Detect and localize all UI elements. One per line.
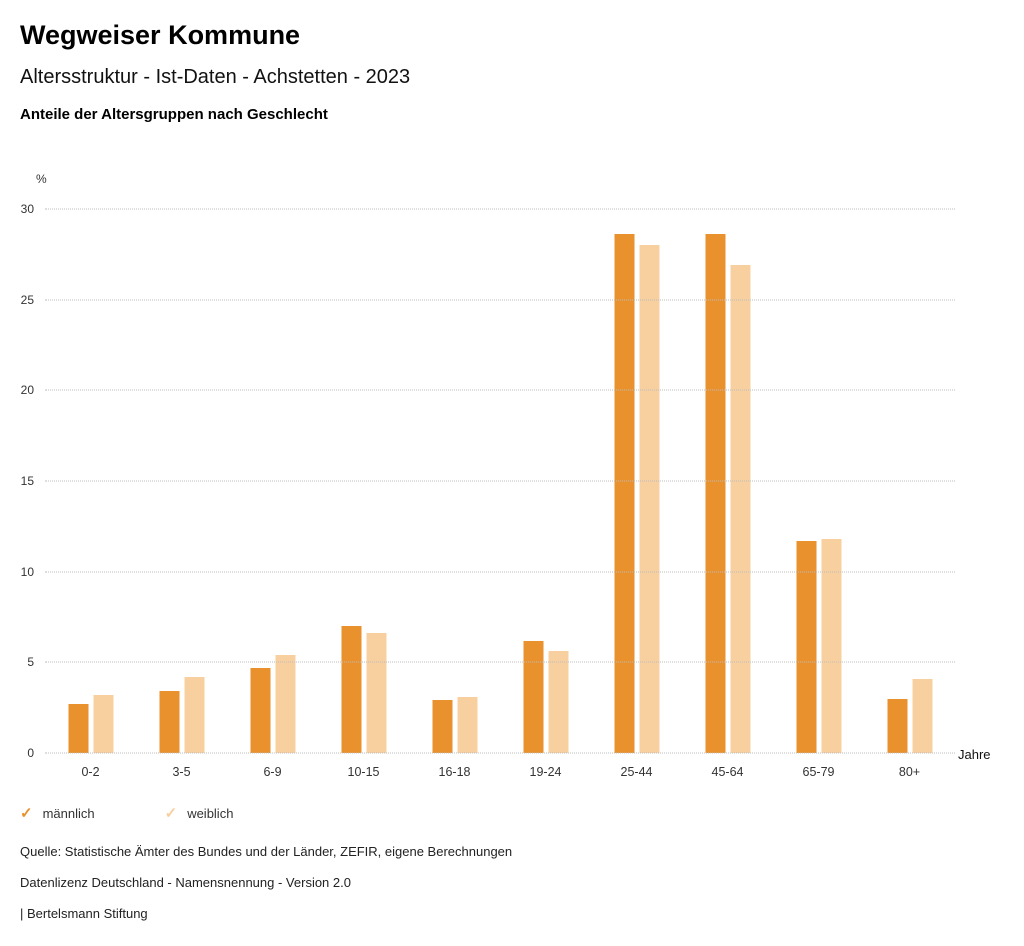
- legend-label-maennlich: männlich: [42, 805, 95, 821]
- gridline: [45, 299, 955, 301]
- footer-source: Quelle: Statistische Ämter des Bundes un…: [20, 844, 513, 859]
- bar-weiblich[interactable]: [275, 655, 295, 753]
- bar-männlich[interactable]: [341, 626, 361, 753]
- bar-weiblich[interactable]: [457, 696, 477, 753]
- bar-group: 65-79: [773, 209, 864, 779]
- bar-group: 45-64: [682, 209, 773, 779]
- legend-check-icon: ✓: [164, 805, 178, 822]
- bar-männlich[interactable]: [796, 540, 816, 753]
- bar-weiblich[interactable]: [93, 694, 113, 753]
- bar-pair: [523, 209, 568, 753]
- bar-männlich[interactable]: [523, 640, 543, 753]
- gridline: [45, 208, 955, 210]
- y-tick-label: 30: [20, 202, 34, 216]
- x-tick-label: 65-79: [802, 765, 835, 779]
- bar-groups: 0-2 3-5 6-9 10-15 16-18 19-24 25-44 45-64 65-79 8…: [45, 209, 955, 779]
- bar-weiblich[interactable]: [548, 651, 568, 753]
- bar-group: 19-24: [500, 209, 591, 779]
- y-axis-labels: 0 5 10 15 20 25 30: [0, 202, 38, 760]
- bar-pair: [796, 209, 841, 753]
- bar-pair: [614, 209, 659, 753]
- bar-pair: [68, 209, 113, 753]
- bar-pair: [705, 209, 750, 753]
- bar-männlich[interactable]: [614, 234, 634, 753]
- legend-check-icon: ✓: [20, 805, 33, 822]
- bar-weiblich[interactable]: [821, 539, 841, 753]
- bar-weiblich[interactable]: [730, 265, 750, 753]
- x-axis-unit-label: Jahre: [958, 747, 991, 762]
- bar-pair: [159, 209, 204, 753]
- footer-license: Datenlizenz Deutschland - Namensnennung …: [20, 875, 351, 890]
- bar-männlich[interactable]: [705, 234, 725, 753]
- y-tick-label: 15: [20, 474, 34, 488]
- legend-item-maennlich[interactable]: ✓ männlich: [20, 804, 95, 822]
- bar-männlich[interactable]: [159, 691, 179, 753]
- bar-weiblich[interactable]: [184, 676, 204, 753]
- plot-area: 0-2 3-5 6-9 10-15 16-18 19-24 25-44 45-64 65-79 8…: [45, 208, 955, 779]
- gridline: [45, 389, 955, 391]
- footer-attribution: | Bertelsmann Stiftung: [20, 906, 148, 921]
- chart-heading: Anteile der Altersgruppen nach Geschlech…: [20, 106, 328, 123]
- bar-männlich[interactable]: [887, 698, 907, 753]
- x-tick-label: 0-2: [81, 765, 100, 779]
- x-tick-label: 25-44: [620, 765, 653, 779]
- bar-weiblich[interactable]: [366, 633, 386, 753]
- gridline: [45, 661, 955, 663]
- bar-männlich[interactable]: [250, 667, 270, 753]
- gridline: [45, 480, 955, 482]
- y-tick-label: 0: [27, 746, 34, 760]
- bar-pair: [341, 209, 386, 753]
- x-tick-label: 16-18: [438, 765, 471, 779]
- chart-legend: ✓ männlich ✓ weiblich: [20, 804, 233, 822]
- x-tick-label: 19-24: [529, 765, 562, 779]
- gridline: [45, 571, 955, 573]
- bar-group: 10-15: [318, 209, 409, 779]
- x-tick-label: 10-15: [347, 765, 380, 779]
- y-tick-label: 10: [20, 564, 34, 579]
- page-title: Wegweiser Kommune: [20, 20, 301, 50]
- bar-männlich[interactable]: [432, 700, 452, 753]
- legend-item-weiblich[interactable]: ✓ weiblich: [165, 804, 234, 822]
- bar-pair: [250, 209, 295, 753]
- bar-group: 6-9: [227, 209, 318, 779]
- legend-label-weiblich: weiblich: [187, 805, 234, 821]
- bar-männlich[interactable]: [68, 704, 88, 753]
- y-tick-label: 5: [27, 655, 34, 670]
- bar-pair: [432, 209, 477, 753]
- bar-group: 80+: [864, 209, 955, 779]
- gridline: [45, 752, 955, 754]
- x-tick-label: 3-5: [172, 765, 191, 779]
- y-tick-label: 25: [20, 292, 34, 307]
- x-tick-label: 80+: [898, 765, 921, 779]
- y-axis-unit-label: %: [36, 172, 47, 186]
- bar-weiblich[interactable]: [639, 245, 659, 753]
- bar-weiblich[interactable]: [912, 678, 932, 753]
- bar-group: 16-18: [409, 209, 500, 779]
- y-tick-label: 20: [20, 383, 34, 398]
- x-tick-label: 45-64: [711, 765, 744, 779]
- bar-pair: [887, 209, 932, 753]
- page-subtitle: Altersstruktur - Ist-Daten - Achstetten …: [20, 66, 411, 88]
- bar-group: 0-2: [45, 209, 136, 779]
- bar-group: 25-44: [591, 209, 682, 779]
- x-tick-label: 6-9: [263, 765, 282, 779]
- bar-group: 3-5: [136, 209, 227, 779]
